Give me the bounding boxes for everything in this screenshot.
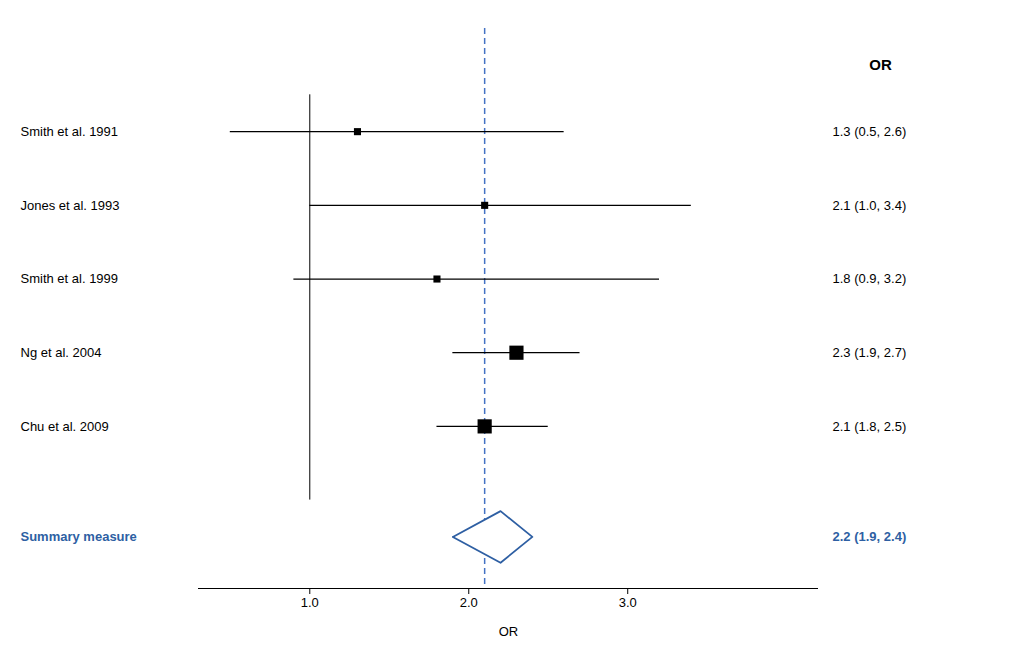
svg-text:OR: OR [499, 624, 519, 639]
svg-text:OR: OR [869, 56, 892, 73]
svg-text:3.0: 3.0 [619, 595, 637, 610]
svg-text:1.0: 1.0 [301, 595, 319, 610]
svg-text:Ng et al. 2004: Ng et al. 2004 [21, 345, 102, 360]
svg-text:2.1 (1.8, 2.5): 2.1 (1.8, 2.5) [833, 419, 907, 434]
svg-text:Smith et al. 1999: Smith et al. 1999 [21, 271, 119, 286]
svg-text:Chu et al. 2009: Chu et al. 2009 [21, 419, 109, 434]
svg-text:2.2 (1.9, 2.4): 2.2 (1.9, 2.4) [833, 529, 907, 544]
svg-text:1.8 (0.9, 3.2): 1.8 (0.9, 3.2) [833, 271, 907, 286]
svg-text:Jones et al. 1993: Jones et al. 1993 [21, 198, 120, 213]
svg-text:2.1 (1.0, 3.4): 2.1 (1.0, 3.4) [833, 198, 907, 213]
svg-text:2.0: 2.0 [460, 595, 478, 610]
svg-text:1.3 (0.5, 2.6): 1.3 (0.5, 2.6) [833, 124, 907, 139]
svg-text:Smith et al. 1991: Smith et al. 1991 [21, 124, 119, 139]
svg-text:Summary measure: Summary measure [21, 529, 137, 544]
svg-text:2.3 (1.9, 2.7): 2.3 (1.9, 2.7) [833, 345, 907, 360]
